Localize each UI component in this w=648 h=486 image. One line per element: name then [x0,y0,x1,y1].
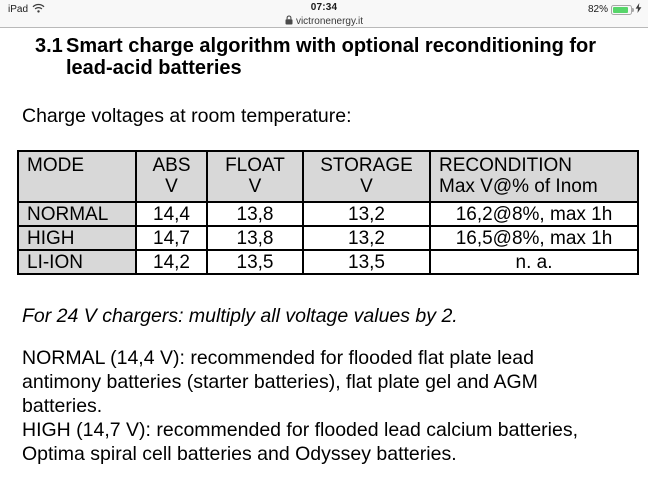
table-row-high: HIGH 14,7 13,8 13,2 16,5@8%, max 1h [17,225,639,251]
wifi-icon [32,3,45,16]
float-cell: 13,5 [206,249,304,275]
section-number: 3.1 [35,35,63,57]
clock-time: 07:34 [310,2,338,13]
abs-cell: 14,7 [135,225,208,251]
float-cell: 13,8 [206,201,304,227]
section-title: Smart charge algorithm with optional rec… [66,35,596,79]
battery-fill [613,6,628,13]
column-header-float: FLOAT V [206,150,304,203]
recondition-cell: n. a. [429,249,639,275]
section-title-line1: Smart charge algorithm with optional rec… [66,35,597,57]
page-title: 3.1 Smart charge algorithm with optional… [35,35,618,79]
storage-cell: 13,2 [302,225,431,251]
intro-text: Charge voltages at room temperature: [22,105,352,127]
column-header-mode: MODE [17,150,137,203]
abs-cell: 14,2 [135,249,208,275]
recondition-cell: 16,2@8%, max 1h [429,201,639,227]
abs-cell: 14,4 [135,201,208,227]
url-text: victronenergy.it [295,16,364,27]
mode-cell: LI-ION [17,249,137,275]
storage-cell: 13,2 [302,201,431,227]
document-page: 3.1 Smart charge algorithm with optional… [0,35,648,466]
paragraph-high-mode: HIGH (14,7 V): recommended for flooded l… [22,419,579,465]
mode-cell: NORMAL [17,201,137,227]
lock-icon [285,15,293,28]
charging-bolt-icon [635,3,642,16]
status-bar: iPad 07:34 victronenergy.it 82% [0,0,648,28]
storage-cell: 13,5 [302,249,431,275]
mode-cell: HIGH [17,225,137,251]
column-header-recondition: RECONDITION Max V@% of Inom [429,150,639,203]
device-label: iPad [8,4,29,15]
note-24v-chargers: For 24 V chargers: multiply all voltage … [22,305,458,327]
paragraph-normal-mode: NORMAL (14,4 V): recommended for flooded… [22,347,538,417]
column-header-storage: STORAGE V [302,150,431,203]
charge-voltage-table: MODE ABS V FLOAT V STORAGE V RECONDITION [17,150,639,275]
recondition-cell: 16,5@8%, max 1h [429,225,639,251]
float-cell: 13,8 [206,225,304,251]
table-row-normal: NORMAL 14,4 13,8 13,2 16,2@8%, max 1h [17,201,639,227]
battery-icon [611,4,634,15]
battery-percent: 82% [587,4,608,15]
section-title-line2: lead-acid batteries [66,57,242,79]
status-left: iPad [8,3,45,16]
status-right: 82% [588,3,642,16]
url-bar[interactable]: victronenergy.it [0,15,648,28]
table-header-row: MODE ABS V FLOAT V STORAGE V RECONDITION [17,150,639,203]
column-header-abs: ABS V [135,150,208,203]
table-row-liion: LI-ION 14,2 13,5 13,5 n. a. [17,249,639,275]
